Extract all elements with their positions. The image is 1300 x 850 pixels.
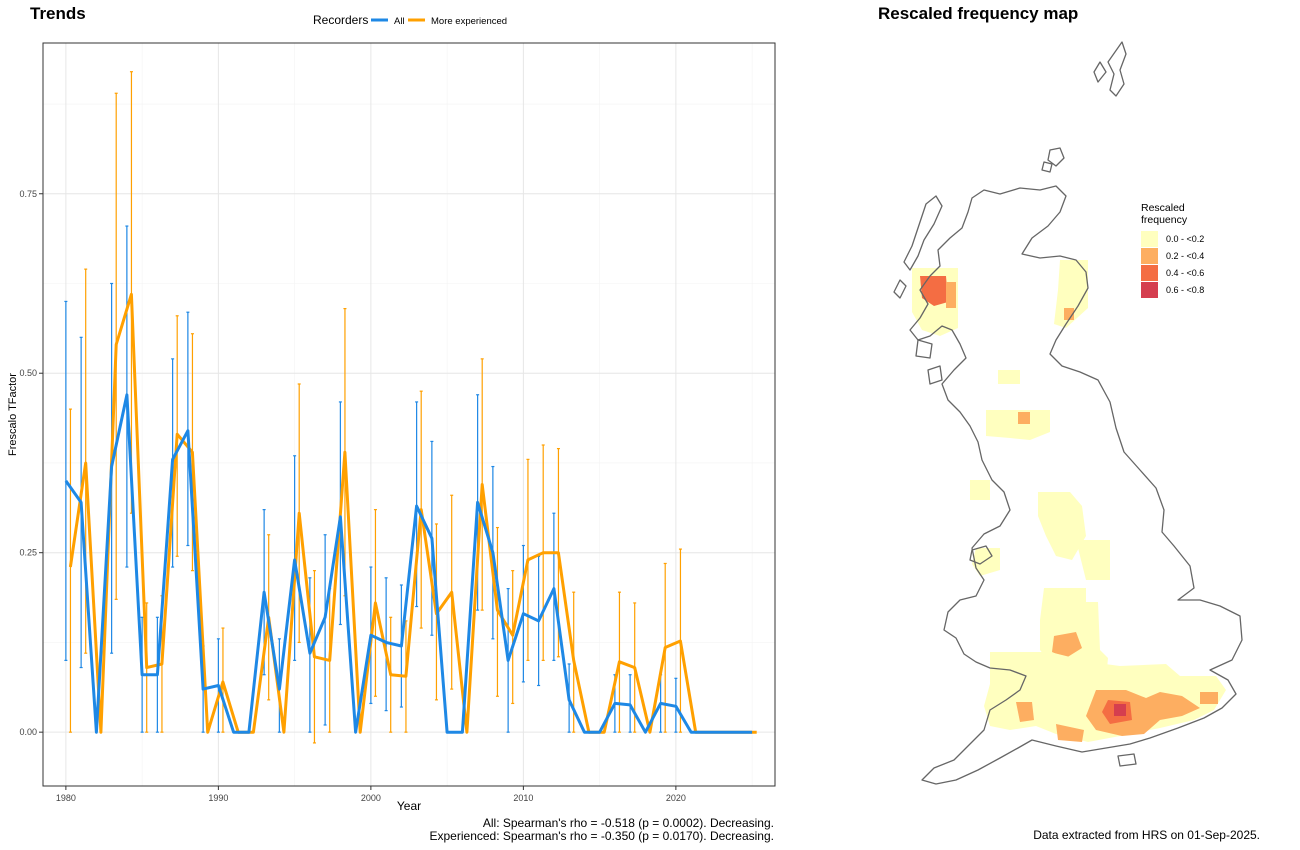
y-tick-label: 0.50 xyxy=(19,368,37,378)
coastline-outline xyxy=(893,41,1243,785)
legend-label-all: All xyxy=(394,16,405,27)
frequency-cells xyxy=(912,260,1226,742)
legend-label-experienced: More experienced xyxy=(431,16,507,27)
map-cell-mid xyxy=(1052,632,1082,658)
source-note: Data extracted from HRS on 01-Sep-2025. xyxy=(1033,828,1260,842)
x-tick-label: 1990 xyxy=(208,793,228,803)
x-tick-label: 2020 xyxy=(666,793,686,803)
map-legend-title-line: Rescaled xyxy=(1141,202,1185,214)
stats-line-experienced: Experienced: Spearman's rho = -0.350 (p … xyxy=(429,829,775,843)
y-tick-label: 0.75 xyxy=(19,189,37,199)
legend-label: 0.2 - <0.4 xyxy=(1166,250,1205,261)
map-cell-mid xyxy=(1016,702,1034,722)
map-cell-low xyxy=(998,370,1020,384)
map-cell-mid xyxy=(1064,308,1074,320)
map-title: Rescaled frequency map xyxy=(878,4,1079,23)
y-tick-label: 0.00 xyxy=(19,727,37,737)
map-cell-high xyxy=(920,276,948,306)
series-legend: Recorders All More experienced xyxy=(313,13,507,27)
x-tick-label: 1980 xyxy=(56,793,76,803)
legend-swatch xyxy=(1141,264,1158,281)
map-cell-low xyxy=(986,410,1050,440)
map-legend-title-line: frequency xyxy=(1141,214,1188,226)
map-cell-mid xyxy=(946,282,956,308)
map-legend: Rescaled frequency 0.0 - <0.2 0.2 - <0.4… xyxy=(1141,202,1204,298)
map-cell-low xyxy=(1076,540,1110,580)
legend-label: 0.0 - <0.2 xyxy=(1166,233,1205,244)
legend-title: Recorders xyxy=(313,13,368,27)
x-tick-label: 2010 xyxy=(513,793,533,803)
map-legend-item: 0.0 - <0.2 xyxy=(1141,230,1204,247)
map-cell-low xyxy=(970,480,990,500)
stats-line-all: All: Spearman's rho = -0.518 (p = 0.0002… xyxy=(482,816,774,830)
map-legend-item: 0.6 - <0.8 xyxy=(1141,281,1204,298)
x-tick-label: 2000 xyxy=(361,793,381,803)
legend-swatch xyxy=(1141,247,1158,264)
plot-area: 1980 1990 2000 2010 2020 0.00 0.25 0.50 0.75 Year… xyxy=(7,42,776,813)
map-cell-low xyxy=(1054,260,1088,328)
trends-chart: Recorders All More experienced 1980 1990 2… xyxy=(7,13,776,813)
trends-title: Trends xyxy=(30,4,86,23)
y-axis-label: Frescalo TFactor xyxy=(7,373,19,456)
map-cell-low xyxy=(1038,492,1086,560)
map-legend-item: 0.2 - <0.4 xyxy=(1141,247,1204,264)
frequency-map xyxy=(893,41,1243,785)
spearman-stats-note: All: Spearman's rho = -0.518 (p = 0.0002… xyxy=(430,817,775,843)
legend-label: 0.6 - <0.8 xyxy=(1166,284,1205,295)
x-axis-label: Year xyxy=(397,799,421,813)
legend-swatch xyxy=(1141,230,1158,247)
legend-label: 0.4 - <0.6 xyxy=(1166,267,1205,278)
map-cell-veryhigh xyxy=(1114,704,1126,716)
plot-border xyxy=(42,42,776,787)
series-line-all xyxy=(64,393,753,734)
y-tick-label: 0.25 xyxy=(19,548,37,558)
map-cell-mid xyxy=(1056,724,1084,742)
map-legend-item: 0.4 - <0.6 xyxy=(1141,264,1204,281)
map-cell-mid xyxy=(1200,692,1218,704)
legend-swatch xyxy=(1141,281,1158,298)
map-cell-mid xyxy=(1018,412,1030,424)
series-line-experienced xyxy=(68,292,757,734)
map-legend-title: Rescaled frequency xyxy=(1141,202,1204,226)
map-cell-low xyxy=(972,548,1000,576)
